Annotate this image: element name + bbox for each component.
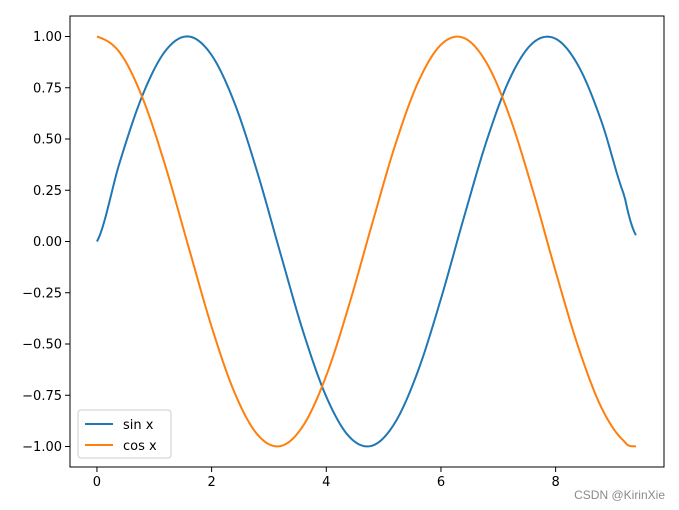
watermark: CSDN @KirinXie <box>574 488 665 502</box>
legend: sin x cos x <box>77 409 172 459</box>
y-tick-label: −0.75 <box>22 389 62 404</box>
y-tick-label: 1.00 <box>33 30 62 45</box>
x-tick-label: 0 <box>93 475 101 490</box>
y-tick-label: −0.25 <box>22 286 62 301</box>
y-axis-ticks: −1.00 −0.75 −0.50 −0.25 0.00 0.25 0.50 0.75 1.00 <box>22 30 70 455</box>
plot-area: 0 2 4 6 8 −1.00 −0.75 −0.50 −0.25 0.00 0.25 0.50 0.… <box>22 15 665 490</box>
y-tick-label: 0.50 <box>33 133 62 148</box>
series-line-sin <box>96 35 637 448</box>
y-tick-label: 0.75 <box>33 81 62 96</box>
x-tick-label: 8 <box>551 475 559 490</box>
y-tick-label: 0.25 <box>33 184 62 199</box>
x-tick-label: 4 <box>322 475 330 490</box>
x-axis-ticks: 0 2 4 6 8 <box>93 467 560 490</box>
x-tick-label: 6 <box>437 475 445 490</box>
x-tick-label: 2 <box>207 475 215 490</box>
series-layer <box>96 35 637 448</box>
series-line-cos <box>96 35 637 448</box>
legend-label: sin x <box>123 418 154 433</box>
legend-label: cos x <box>123 439 157 454</box>
y-tick-label: −0.50 <box>22 338 62 353</box>
y-tick-label: −1.00 <box>22 440 62 455</box>
y-tick-label: 0.00 <box>33 235 62 250</box>
